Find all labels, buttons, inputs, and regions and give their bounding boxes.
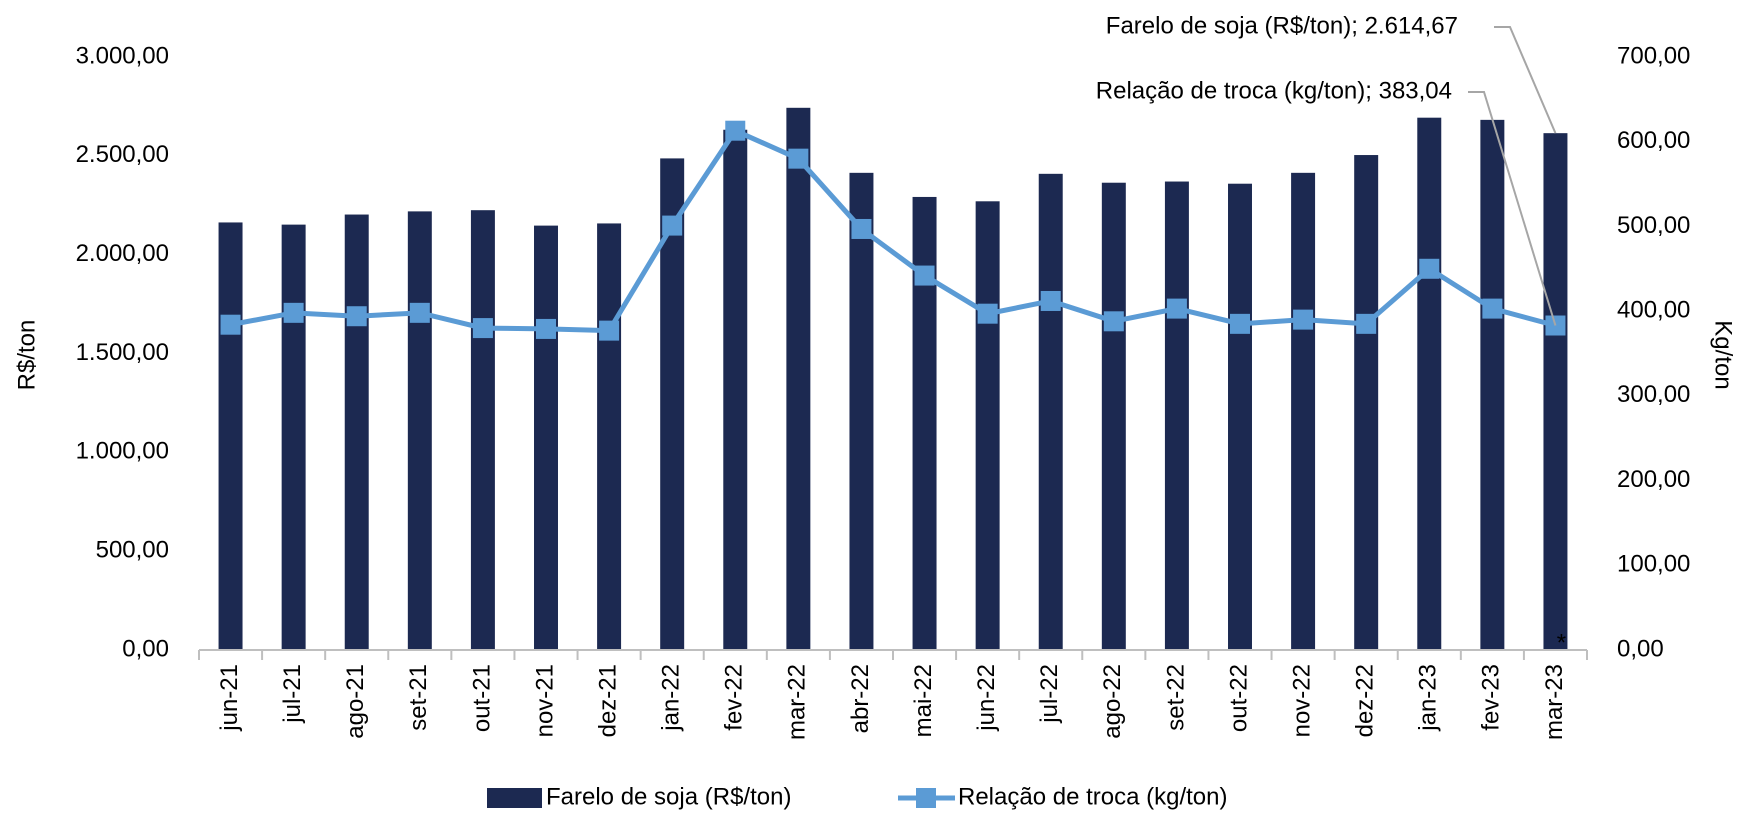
bar [1101,182,1126,650]
x-tick-label: jul-22 [1036,664,1063,724]
x-tick-label: set-21 [405,664,432,731]
legend-swatch [487,788,542,808]
x-tick-label: out-21 [468,664,495,732]
line-marker [409,302,430,323]
y-tick-label: 2.500,00 [76,141,169,168]
y2-tick-label: 500,00 [1617,212,1690,239]
x-tick-label: mai-22 [910,664,937,737]
bar [1164,181,1189,650]
bar [1543,133,1568,651]
x-tick-label: jan-22 [658,664,685,732]
y2-tick-label: 400,00 [1617,296,1690,323]
bar [1354,155,1379,650]
annotation: Farelo de soja (R$/ton); 2.614,67 [1106,12,1458,39]
line-marker [220,314,241,335]
bar [1291,172,1316,650]
bar [281,224,306,650]
bar [1228,183,1252,650]
line-marker [536,318,556,339]
x-tick-label: out-22 [1225,664,1252,732]
x-tick-label: ago-21 [342,664,369,739]
bar [849,172,874,650]
line-marker [788,148,809,169]
y-tick-label: 0,00 [122,635,169,662]
bar [660,158,685,650]
y-axis-title: R$/ton [13,320,40,391]
category-note: * [1557,629,1566,656]
line-marker [1293,309,1314,330]
line-marker [725,120,746,141]
bar [470,210,495,651]
y2-tick-label: 100,00 [1617,551,1690,578]
bar [407,211,432,650]
line-marker [977,303,998,324]
x-tick-label: abr-22 [847,664,874,733]
bar [597,223,622,650]
y2-tick-label: 300,00 [1617,381,1690,408]
line-marker [472,318,493,339]
line-marker [346,306,367,327]
x-tick-label: dez-22 [1352,664,1379,737]
x-tick-label: nov-21 [531,664,558,737]
line [230,127,1557,334]
leader-line [1468,91,1557,326]
line-marker [599,320,620,341]
line-marker [283,302,304,323]
bar [1480,119,1505,650]
x-tick-label: jul-21 [279,664,306,724]
annotation: Relação de troca (kg/ton); 383,04 [1096,77,1452,104]
y-tick-label: 1.500,00 [76,339,169,366]
bar [975,201,1000,650]
y2-tick-label: 0,00 [1617,635,1664,662]
line-marker [662,215,683,236]
y2-tick-label: 200,00 [1617,466,1690,493]
line-marker [851,218,872,239]
line-marker [1166,298,1187,319]
y-tick-label: 1.000,00 [76,438,169,465]
line-marker [1419,258,1440,279]
x-tick-label: ago-22 [1099,664,1126,739]
bar [912,196,937,650]
y2-axis-title: Kg/ton [1710,320,1737,389]
bar [786,107,811,650]
line-marker [1230,313,1250,334]
legend-label: Relação de troca (kg/ton) [958,783,1227,810]
x-tick-label: mar-23 [1541,664,1568,740]
y2-tick-label: 700,00 [1617,42,1690,69]
line-marker [914,265,935,286]
bar [218,222,243,650]
legend-label: Farelo de soja (R$/ton) [546,783,791,810]
bar [1417,117,1442,651]
y-tick-label: 2.000,00 [76,240,169,267]
legend-swatch [916,788,936,808]
x-tick-label: mar-22 [784,664,811,740]
bar [1038,173,1063,651]
x-tick-label: jun-21 [216,664,243,732]
x-tick-label: dez-21 [594,664,621,737]
line-marker [1103,311,1124,332]
line-marker [1356,313,1377,334]
x-tick-label: jun-22 [973,664,1000,732]
line-marker [1040,290,1061,311]
x-tick-label: nov-22 [1288,664,1315,737]
x-tick-label: fev-22 [721,664,748,731]
y2-tick-label: 600,00 [1617,127,1690,154]
bar [534,225,558,650]
y-tick-label: 3.000,00 [76,42,169,69]
bar [723,129,748,650]
y-tick-label: 500,00 [96,537,169,564]
line-marker [1482,298,1503,319]
x-tick-label: set-22 [1162,664,1189,731]
bar [344,214,369,650]
x-tick-label: fev-23 [1478,664,1505,731]
x-tick-label: jan-23 [1415,664,1442,732]
leader-line [1494,26,1557,134]
